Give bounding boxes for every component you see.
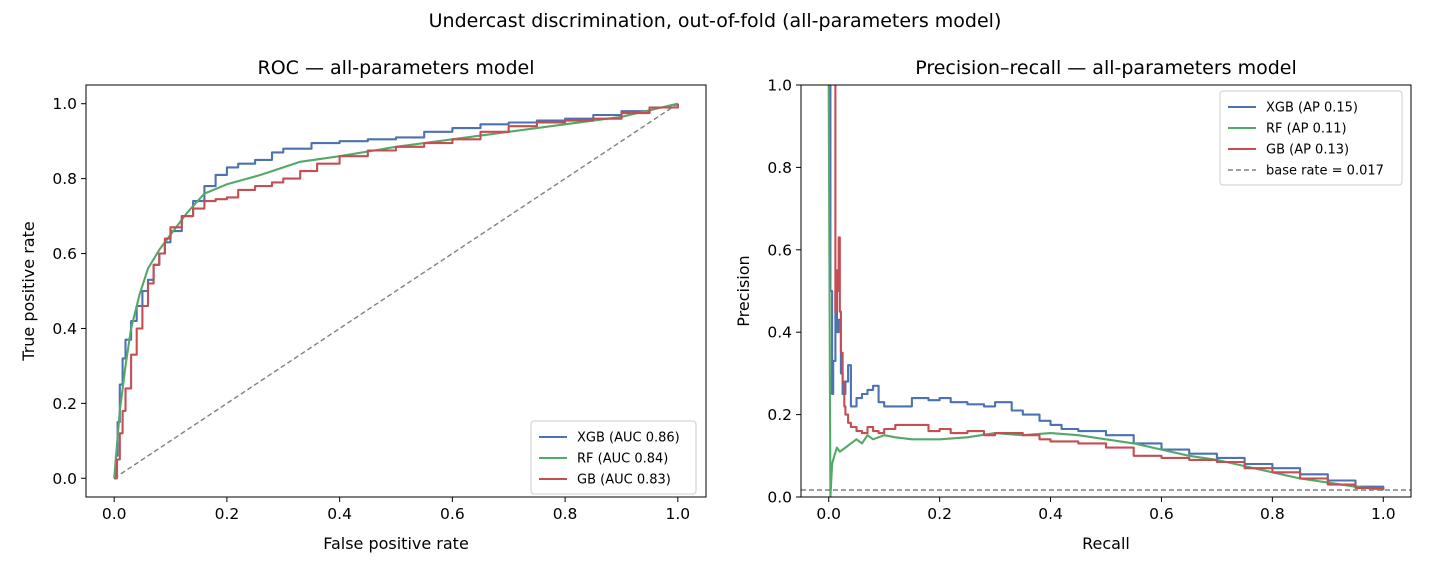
pr-xtick-label: 0.2 [927, 505, 952, 523]
pr-ytick-label: 0.8 [767, 159, 792, 177]
pr-series-rf [827, 85, 1384, 497]
roc-legend: XGB (AUC 0.86) RF (AUC 0.84) GB (AUC 0.83) [530, 420, 697, 495]
pr-legend-box [1219, 90, 1403, 186]
roc-title: ROC — all-parameters model [258, 57, 535, 79]
roc-xtick-label: 0.0 [102, 505, 127, 523]
pr-axes-frame [800, 84, 1412, 498]
roc-legend-label: GB (AUC 0.83) [577, 473, 671, 488]
pr-ytick-label: 0.0 [767, 489, 792, 507]
pr-legend-label: GB (AP 0.13) [1266, 143, 1349, 158]
pr-ytick-label: 0.4 [767, 324, 792, 342]
roc-ytick-label: 0.6 [52, 245, 77, 263]
roc-ytick-label: 0.2 [52, 395, 77, 413]
pr-panel: Precision–recall — all-parameters model 0… [734, 57, 1412, 553]
figure-suptitle: Undercast discrimination, out-of-fold (a… [429, 10, 1002, 32]
roc-legend-label: RF (AUC 0.84) [577, 452, 668, 467]
pr-title: Precision–recall — all-parameters model [915, 57, 1297, 79]
pr-ylabel: Precision [734, 255, 753, 326]
pr-ytick-label: 0.6 [767, 241, 792, 259]
pr-xtick-label: 0.6 [1149, 505, 1174, 523]
roc-legend-label: XGB (AUC 0.86) [577, 431, 680, 446]
pr-legend: XGB (AP 0.15) RF (AP 0.11) GB (AP 0.13) bas… [1219, 90, 1403, 186]
pr-legend-label: RF (AP 0.11) [1266, 122, 1347, 137]
pr-series-gb [834, 85, 1385, 490]
roc-series-group [113, 102, 679, 480]
pr-series-group [801, 85, 1411, 497]
roc-ytick-label: 0.4 [52, 320, 77, 338]
roc-ytick-label: 0.8 [52, 170, 77, 188]
pr-xtick-label: 1.0 [1371, 505, 1396, 523]
roc-ylabel: True positive rate [19, 221, 38, 361]
roc-xtick-label: 0.8 [553, 505, 578, 523]
pr-ytick-label: 0.2 [767, 406, 792, 424]
pr-series-xgb [828, 85, 1385, 490]
roc-xlabel: False positive rate [323, 534, 469, 553]
roc-ytick-label: 1.0 [52, 95, 77, 113]
roc-ytick-label: 0.0 [52, 470, 77, 488]
roc-xtick-label: 0.6 [440, 505, 465, 523]
roc-xtick-label: 0.4 [327, 505, 352, 523]
roc-xtick-label: 0.2 [215, 505, 240, 523]
pr-legend-label: XGB (AP 0.15) [1266, 101, 1358, 116]
roc-legend-box [530, 420, 697, 495]
pr-ytick-label: 1.0 [767, 77, 792, 95]
roc-panel: ROC — all-parameters model 0.0 0.2 0.4 0.6 0.… [19, 57, 707, 553]
roc-axes-frame [85, 84, 707, 498]
roc-series-gb [114, 103, 679, 480]
roc-reference-line [113, 103, 679, 479]
pr-xtick-label: 0.0 [816, 505, 841, 523]
roc-series-xgb [114, 103, 679, 480]
roc-xtick-label: 1.0 [665, 505, 690, 523]
pr-xlabel: Recall [1082, 534, 1130, 553]
pr-xtick-label: 0.4 [1038, 505, 1063, 523]
roc-series-rf [113, 102, 679, 479]
pr-legend-label: base rate = 0.017 [1266, 164, 1384, 179]
pr-xtick-label: 0.8 [1260, 505, 1285, 523]
